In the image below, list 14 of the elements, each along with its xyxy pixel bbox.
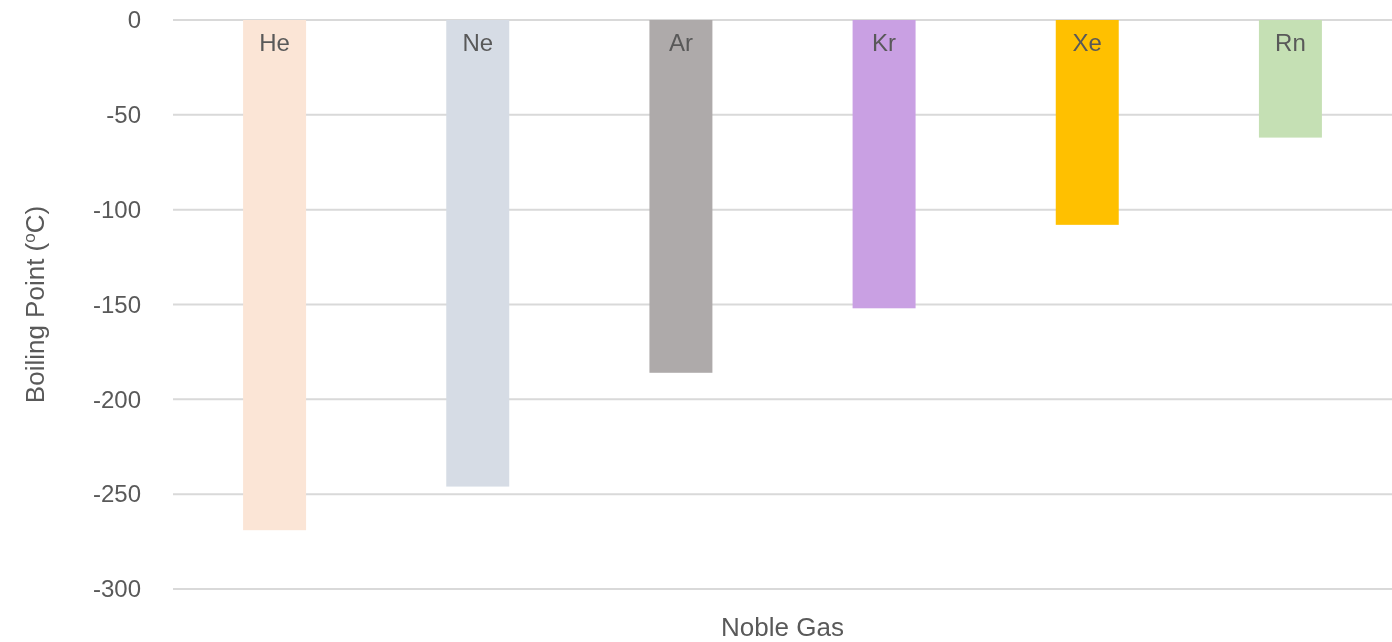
y-tick-label: -100 [92,195,141,223]
y-tick-label: 0 [127,6,141,34]
x-tick-label: Kr [872,29,897,57]
x-tick-label: He [259,29,290,57]
x-tick-label: Ar [668,29,693,57]
x-tick-label: Rn [1275,29,1306,57]
y-tick-label: -200 [92,385,141,413]
y-tick-label: -50 [106,101,141,129]
x-tick-label: Ne [462,29,494,57]
y-tick-label: -150 [92,290,141,318]
x-axis-title: Noble Gas [721,612,844,642]
y-tick-label: -300 [92,575,141,603]
x-tick-label: Xe [1072,29,1102,57]
y-tick-label: -250 [92,480,141,508]
